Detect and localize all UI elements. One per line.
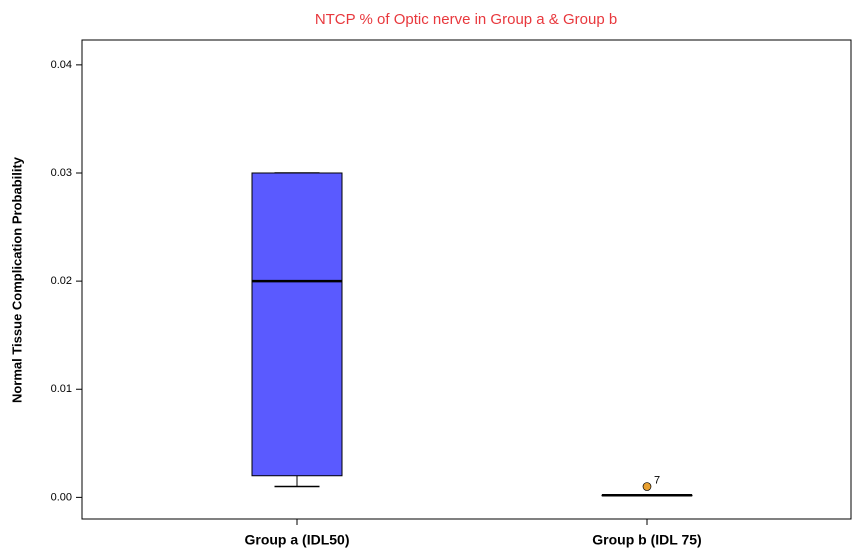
y-tick-label: 0.04 [51, 59, 72, 71]
plot-frame [81, 39, 852, 520]
y-tick-label: 0.00 [51, 491, 72, 503]
outlier [642, 482, 652, 491]
outlier-label: 7 [654, 474, 660, 486]
y-tick-label: 0.03 [51, 167, 72, 179]
y-tick-label: 0.02 [51, 275, 72, 287]
y-tick-label: 0.01 [51, 383, 72, 395]
box [251, 172, 343, 477]
y-axis-label: Normal Tissue Complication Probability [9, 156, 24, 403]
x-tick-label: Group a (IDL50) [244, 532, 349, 548]
chart-title: NTCP % of Optic nerve in Group a & Group… [315, 11, 617, 28]
x-tick-label: Group b (IDL 75) [592, 532, 701, 548]
